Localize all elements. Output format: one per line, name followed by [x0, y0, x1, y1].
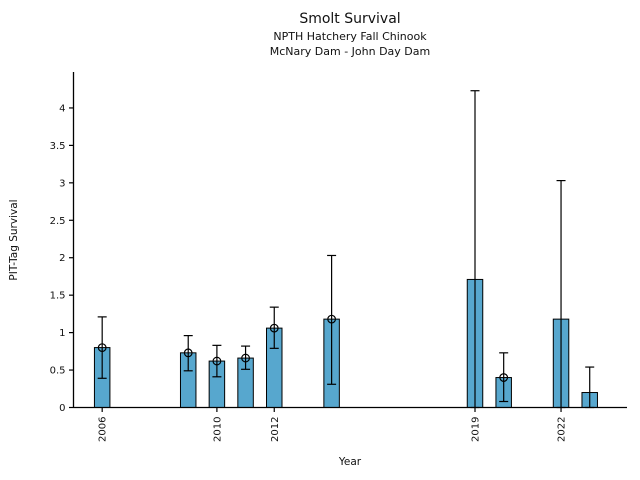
x-tick-label-2006: 2006 [98, 417, 109, 442]
point-marker-2020 [499, 373, 509, 382]
y-tick-label-3.5: 3.5 [50, 141, 66, 152]
y-tick-label-0.5: 0.5 [50, 366, 66, 377]
point-marker-2006 [97, 343, 107, 352]
point-marker-2011 [241, 353, 250, 363]
y-tick-label-3: 3 [59, 178, 65, 189]
x-tick-label-2012: 2012 [270, 417, 281, 442]
y-tick-label-2: 2 [59, 253, 65, 264]
y-tick-label-1: 1 [59, 328, 65, 339]
chart-title: Smolt Survival [299, 11, 401, 27]
chart-subtitle-line2: McNary Dam - John Day Dam [269, 45, 431, 58]
x-tick-label-2019: 2019 [471, 417, 482, 442]
point-marker-2009 [183, 348, 193, 358]
y-tick-label-1.5: 1.5 [50, 291, 66, 302]
x-tick-label-2010: 2010 [212, 417, 223, 442]
x-axis-label: Year [338, 456, 362, 468]
title-block: Smolt Survival NPTH Hatchery Fall Chinoo… [73, 10, 627, 59]
x-tick-label-2022: 2022 [557, 417, 568, 442]
chart-subtitle-line1: NPTH Hatchery Fall Chinook [273, 30, 427, 43]
y-tick-label-2.5: 2.5 [50, 216, 66, 227]
point-marker-2010 [212, 356, 222, 366]
point-marker-2012 [269, 323, 279, 333]
point-marker-2014 [327, 314, 337, 324]
y-tick-label-0: 0 [59, 403, 65, 414]
y-tick-label-4: 4 [59, 103, 65, 114]
